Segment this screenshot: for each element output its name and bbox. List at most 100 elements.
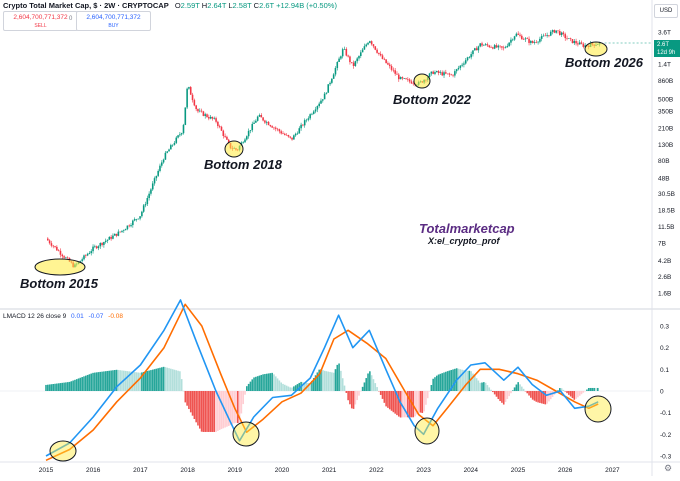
histogram-bar [166, 368, 168, 391]
histogram-bar [380, 391, 382, 395]
time-tick-label: 2021 [322, 467, 337, 474]
candle-body [163, 160, 165, 163]
histogram-bar [523, 389, 525, 391]
candle-body [499, 46, 501, 47]
last-price-tag: 2.6T 12d 9h [654, 40, 680, 57]
candle-body [257, 117, 259, 121]
candle-body [335, 68, 337, 74]
candle-body [199, 111, 201, 112]
candle-body [516, 34, 518, 37]
histogram-bar [197, 391, 199, 426]
candle-body [99, 243, 101, 246]
candle-body [96, 246, 98, 248]
histogram-bar [324, 371, 326, 391]
candle-body [51, 243, 53, 245]
candle-body [385, 59, 387, 63]
annotation-bottom-2018: Bottom 2018 [204, 157, 282, 172]
histogram-bar [427, 391, 429, 398]
histogram-bar [389, 391, 391, 409]
histogram-bar [51, 384, 53, 391]
candle-body [470, 54, 472, 57]
candle-body [505, 47, 507, 48]
candle-body [154, 178, 156, 183]
histogram-bar [213, 391, 215, 432]
buy-button[interactable]: 2,604,700,771,372 BUY [76, 11, 151, 31]
histogram-bar [322, 370, 324, 391]
price-tick-label: 1.4T [658, 61, 671, 68]
time-tick-label: 2024 [464, 467, 479, 474]
histogram-bar [291, 388, 293, 391]
histogram-bar [431, 385, 433, 391]
histogram-bar [284, 385, 286, 391]
macd-tick-label: 0.1 [660, 367, 669, 374]
price-tick-label: 350B [658, 108, 673, 115]
candle-body [204, 114, 206, 116]
candle-body [460, 66, 462, 68]
candle-body [443, 72, 445, 75]
histogram-bar [185, 391, 187, 402]
candle-body [112, 236, 114, 239]
candle-body [374, 46, 376, 49]
candle-body [161, 162, 163, 165]
candle-body [83, 255, 85, 259]
histogram-bar [369, 371, 371, 391]
candle-body [284, 134, 286, 135]
histogram-bar [566, 391, 568, 393]
sell-button[interactable]: 2,604,700,771,372 SELL [3, 11, 78, 31]
histogram-bar [288, 387, 290, 391]
histogram-bar [483, 382, 485, 391]
candle-body [450, 75, 452, 76]
histogram-bar [134, 372, 136, 391]
histogram-bar [52, 384, 54, 391]
candle-body [472, 50, 474, 54]
histogram-bar [260, 375, 262, 391]
candle-body [449, 74, 451, 75]
candle-body [262, 117, 264, 120]
histogram-bar [438, 375, 440, 391]
histogram-bar [564, 391, 566, 392]
histogram-bar [168, 368, 170, 391]
bottom-2018-highlight [225, 141, 243, 157]
histogram-bar [157, 368, 159, 391]
histogram-bar [101, 372, 103, 391]
candle-body [134, 219, 136, 220]
candle-body [61, 255, 63, 256]
histogram-bar [293, 386, 295, 391]
histogram-bar [333, 373, 335, 391]
candle-body [85, 255, 87, 256]
histogram-bar [145, 371, 147, 391]
candle-body [409, 80, 411, 82]
candle-body [543, 36, 545, 37]
candle-body [336, 62, 338, 68]
histogram-bar [286, 386, 288, 391]
histogram-bar [478, 381, 480, 391]
candle-body [264, 120, 266, 122]
candle-body [514, 36, 516, 39]
candle-body [279, 129, 281, 131]
candle-body [125, 229, 127, 230]
candle-body [217, 122, 219, 126]
histogram-bar [103, 371, 105, 391]
candle-body [546, 35, 548, 36]
candle-body [508, 43, 510, 46]
histogram-bar [127, 371, 129, 391]
histogram-bar [78, 378, 80, 391]
candle-body [393, 70, 395, 71]
candle-body [244, 139, 246, 142]
histogram-bar [105, 371, 107, 391]
candle-body [528, 39, 530, 43]
candle-body [114, 234, 116, 236]
histogram-bar [443, 372, 445, 391]
macd-header: LMACD 12 26 close 9 0.01 -0.07 -0.08 [3, 313, 123, 320]
histogram-bar [244, 391, 246, 395]
histogram-bar [432, 379, 434, 391]
candle-body [572, 39, 574, 43]
histogram-bar [490, 390, 492, 391]
candle-body [147, 198, 149, 204]
currency-button[interactable]: USD [654, 4, 678, 18]
settings-gear-icon[interactable]: ⚙ [664, 463, 672, 474]
candle-body [166, 151, 168, 152]
histogram-bar [526, 391, 528, 393]
histogram-bar [371, 375, 373, 391]
